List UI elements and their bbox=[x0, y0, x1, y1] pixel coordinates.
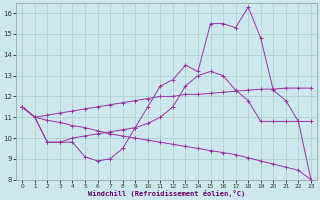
X-axis label: Windchill (Refroidissement éolien,°C): Windchill (Refroidissement éolien,°C) bbox=[88, 190, 245, 197]
